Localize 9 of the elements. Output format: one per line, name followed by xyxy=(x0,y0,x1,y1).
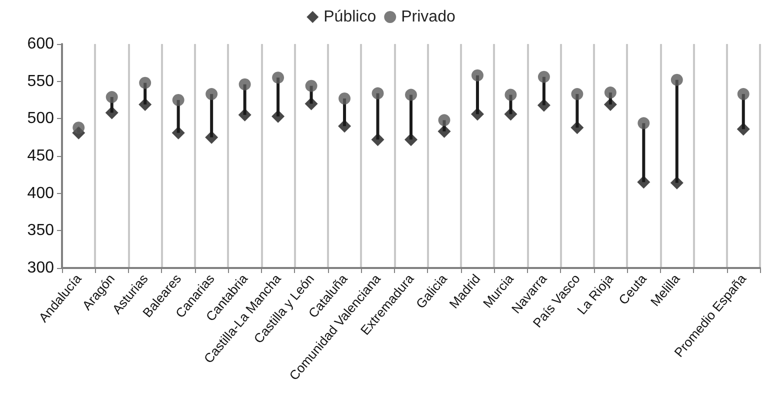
y-tick-label: 600 xyxy=(27,36,54,52)
legend-label: Privado xyxy=(401,8,456,26)
y-tick-label: 450 xyxy=(27,148,54,164)
y-tick-label: 350 xyxy=(27,222,54,240)
y-tick-label: 300 xyxy=(27,260,54,276)
y-tick-label: 400 xyxy=(27,184,54,202)
y-tick-label: 550 xyxy=(27,72,54,90)
y-tick-label: 500 xyxy=(27,110,54,128)
legend-label: Público xyxy=(324,8,376,26)
